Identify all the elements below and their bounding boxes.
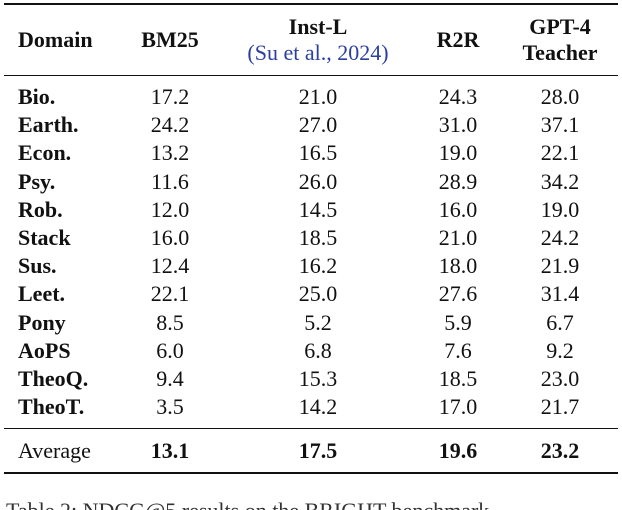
- average-cell: 23.2: [540, 438, 580, 463]
- row-label: Leet.: [18, 281, 66, 307]
- cell: 24.3: [438, 84, 478, 109]
- cell: 21.0: [298, 84, 338, 109]
- cell: 21.9: [540, 253, 580, 279]
- cell: 6.0: [156, 337, 184, 363]
- row-label: Sus.: [18, 253, 57, 279]
- cell: 9.4: [156, 366, 184, 391]
- cell: 27.6: [438, 281, 478, 307]
- cell: 16.5: [298, 140, 338, 166]
- row-label: Average: [18, 438, 91, 463]
- cell: 17.0: [438, 394, 478, 420]
- column-header: Domain: [18, 27, 93, 52]
- cell: 21.7: [540, 394, 580, 420]
- cell: 26.0: [298, 168, 338, 194]
- row-label: TheoT.: [18, 394, 85, 420]
- row-label: Earth.: [18, 112, 79, 138]
- cell: 14.5: [298, 196, 338, 222]
- cell: 28.9: [438, 168, 478, 194]
- row-label: Rob.: [18, 196, 63, 222]
- cell: 12.4: [150, 253, 190, 279]
- average-rule: [4, 428, 618, 429]
- bottom-rule: [4, 472, 618, 474]
- cell: 14.2: [298, 394, 338, 420]
- cell: 16.0: [150, 225, 190, 250]
- cell: 34.2: [540, 168, 580, 194]
- cell: 27.0: [298, 112, 338, 138]
- cell: 22.1: [540, 140, 580, 166]
- cell: 31.0: [438, 112, 478, 138]
- cell: 31.4: [540, 281, 580, 307]
- cell: 19.0: [438, 140, 478, 166]
- cell: 16.0: [438, 196, 478, 222]
- cell: 16.2: [298, 253, 338, 279]
- column-header: GPT-4: [529, 14, 591, 39]
- cell: 24.2: [150, 112, 190, 138]
- cell: 5.2: [304, 309, 332, 335]
- cell: 11.6: [151, 168, 189, 194]
- cell: 12.0: [150, 196, 190, 222]
- cell: 6.8: [304, 337, 332, 363]
- column-header: BM25: [141, 27, 199, 52]
- cell: 9.2: [546, 337, 574, 363]
- average-cell: 13.1: [150, 438, 190, 463]
- top-rule: [4, 3, 618, 5]
- cell: 18.0: [438, 253, 478, 279]
- cell: 13.2: [150, 140, 190, 166]
- column-header: Inst-L: [288, 14, 348, 39]
- column-header: R2R: [436, 27, 480, 52]
- cell: 23.0: [540, 366, 580, 391]
- cell: 6.7: [546, 309, 574, 335]
- row-label: AoPS: [18, 337, 71, 363]
- cell: 19.0: [540, 196, 580, 222]
- average-cell: 17.5: [298, 438, 338, 463]
- cell: 8.5: [156, 309, 184, 335]
- row-label: TheoQ.: [18, 366, 89, 391]
- cell: 22.1: [150, 281, 190, 307]
- cell: 25.0: [298, 281, 338, 307]
- citation-link[interactable]: (Su et al., 2024): [247, 40, 389, 65]
- caption: Table 2: NDCG@5 results on the BRIGHT be…: [6, 498, 495, 510]
- header-rule: [4, 75, 618, 76]
- row-label: Pony: [18, 309, 66, 335]
- cell: 37.1: [540, 112, 580, 138]
- row-label: Psy.: [18, 168, 56, 194]
- cell: 5.9: [444, 309, 472, 335]
- cell: 15.3: [298, 366, 338, 391]
- average-cell: 19.6: [438, 438, 478, 463]
- cell: 21.0: [438, 225, 478, 250]
- cell: 18.5: [438, 366, 478, 391]
- cell: 3.5: [156, 394, 184, 420]
- row-label: Bio.: [18, 84, 56, 109]
- row-label: Stack: [18, 225, 71, 250]
- cell: 28.0: [540, 84, 580, 109]
- cell: 24.2: [540, 225, 580, 250]
- cell: 7.6: [444, 337, 472, 363]
- row-label: Econ.: [18, 140, 72, 166]
- cell: 17.2: [150, 84, 190, 109]
- column-header: Teacher: [522, 40, 598, 65]
- cell: 18.5: [298, 225, 338, 250]
